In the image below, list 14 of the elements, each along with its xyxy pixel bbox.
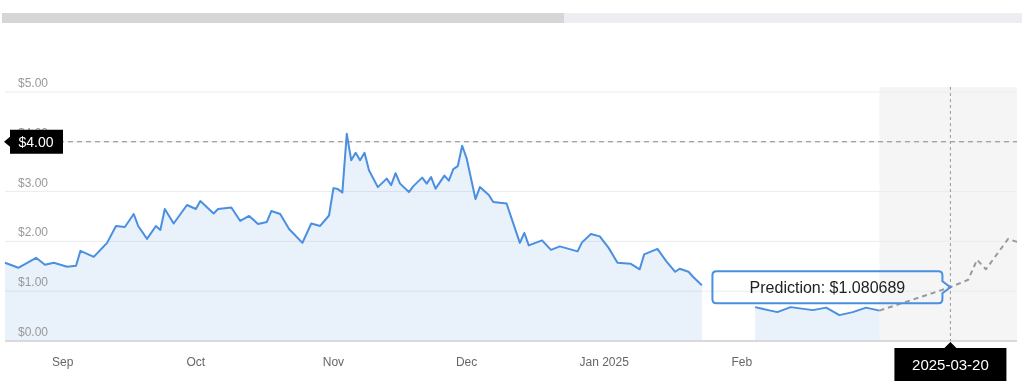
ref-line-label: 2025-03-20: [912, 356, 989, 373]
x-tick-label: Oct: [186, 355, 206, 369]
y-tick-label: $1.00: [18, 275, 49, 290]
y-tick-label: $0.00: [18, 325, 49, 339]
x-tick-label: Dec: [455, 355, 478, 369]
x-tick-label: Nov: [322, 355, 345, 369]
y-tick-label: $5.00: [18, 75, 49, 90]
x-tick-label: Feb: [731, 355, 753, 369]
y-tick-label: $2.00: [18, 225, 49, 240]
x-tick-label: Jan 2025: [579, 355, 630, 369]
x-tick-label: Sep: [52, 355, 74, 369]
ref-line-label: $4.00: [18, 133, 54, 150]
y-tick-label: $3.00: [18, 175, 49, 190]
annotation: Prediction: $1.080689: [749, 279, 906, 297]
